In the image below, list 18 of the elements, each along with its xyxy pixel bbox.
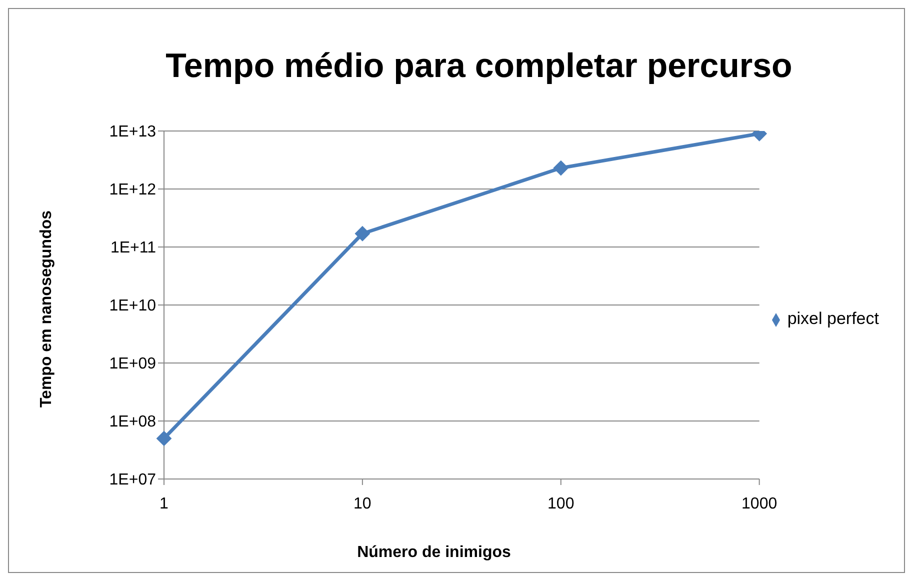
y-tick-label: 1E+10 — [109, 298, 156, 315]
x-tick-label: 10 — [354, 495, 372, 512]
x-tick-label: 100 — [548, 495, 574, 512]
y-tick-label: 1E+09 — [109, 356, 156, 373]
chart-title: Tempo médio para completar percurso — [164, 47, 794, 86]
y-tick-label: 1E+08 — [109, 414, 156, 431]
x-axis-title: Número de inimigos — [356, 544, 512, 562]
legend-label: pixel perfect — [787, 309, 879, 328]
y-tick-label: 1E+07 — [109, 472, 156, 489]
y-tick-label: 1E+12 — [109, 182, 156, 199]
x-tick-label: 1 — [160, 495, 169, 512]
y-axis-title: Tempo em nanosegundos — [38, 210, 56, 408]
point — [156, 430, 172, 446]
point — [354, 226, 370, 242]
y-tick-label: 1E+11 — [110, 240, 156, 257]
y-tick-label: 1E+13 — [109, 124, 156, 141]
point — [553, 160, 568, 176]
x-tick-label: 1000 — [742, 495, 778, 512]
